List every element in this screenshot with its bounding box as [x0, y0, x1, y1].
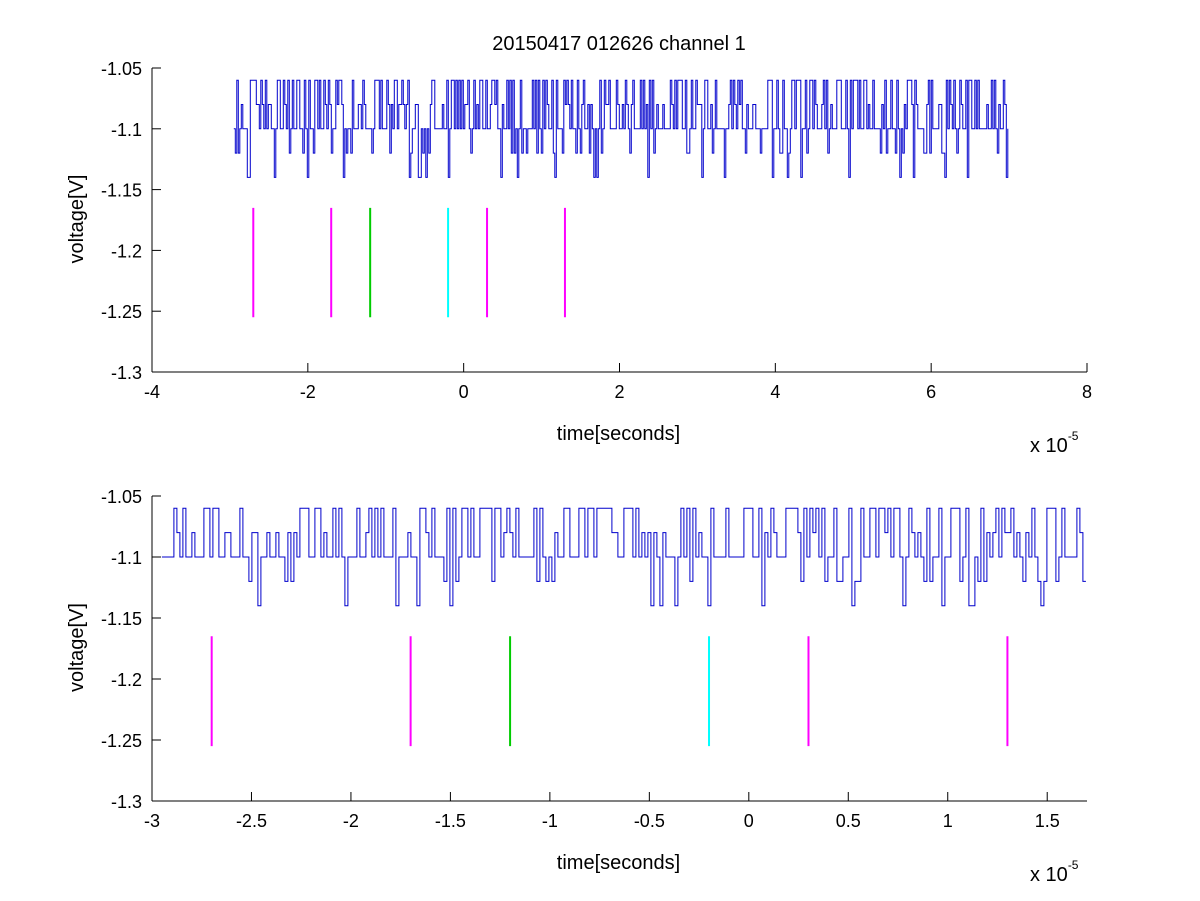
bottom-subplot: -3 -2.5 -2 -1.5 -1 -0.5 0 0.5 1 1.5 -1.3 -1.25 -1.2 -… — [66, 487, 1087, 886]
top-subplot: -4 -2 0 2 4 6 8 -1.3 -1.25 -1.2 -1.15 -1.1 -1.05 time… — [66, 59, 1092, 457]
x-tick-label: 1.5 — [1035, 811, 1060, 831]
x-tick-label: -1 — [542, 811, 558, 831]
y-tick-label: -1.3 — [111, 792, 142, 812]
x-multiplier-exponent: -5 — [1068, 858, 1079, 872]
y-tick-label: -1.25 — [101, 731, 142, 751]
x-multiplier-base: x 10 — [1030, 435, 1068, 457]
y-tick-label: -1.2 — [111, 241, 142, 261]
y-tick-label: -1.05 — [101, 487, 142, 507]
x-tick-label: -3 — [144, 811, 160, 831]
x-tick-label: 6 — [926, 382, 936, 402]
x-tick-label: 0.5 — [836, 811, 861, 831]
x-tick-label: 0 — [744, 811, 754, 831]
x-tick-label: -0.5 — [634, 811, 665, 831]
y-tick-label: -1.1 — [111, 548, 142, 568]
y-axis-label: voltage[V] — [66, 175, 88, 264]
x-tick-label: -2.5 — [236, 811, 267, 831]
y-tick-label: -1.3 — [111, 363, 142, 383]
x-tick-label: -4 — [144, 382, 160, 402]
x-axis-label: time[seconds] — [557, 423, 680, 445]
x-tick-label: -2 — [343, 811, 359, 831]
signal-trace — [233, 79, 1009, 178]
x-tick-label: 2 — [614, 382, 624, 402]
x-multiplier-exponent: -5 — [1068, 429, 1079, 443]
y-tick-label: -1.05 — [101, 59, 142, 79]
x-tick-label: 4 — [770, 382, 780, 402]
y-axis-label: voltage[V] — [66, 603, 88, 692]
y-tick-label: -1.15 — [101, 181, 142, 201]
x-multiplier-base: x 10 — [1030, 864, 1068, 886]
y-tick-label: -1.25 — [101, 302, 142, 322]
x-tick-label: -2 — [300, 382, 316, 402]
x-exponent-label: x 10-5 — [1030, 429, 1079, 457]
y-tick-label: -1.15 — [101, 609, 142, 629]
x-axis-label: time[seconds] — [557, 852, 680, 874]
x-exponent-label: x 10-5 — [1030, 858, 1079, 886]
y-tick-label: -1.2 — [111, 670, 142, 690]
chart-title: 20150417 012626 channel 1 — [492, 33, 746, 55]
x-tick-label: 0 — [459, 382, 469, 402]
x-tick-label: -1.5 — [435, 811, 466, 831]
x-tick-label: 1 — [943, 811, 953, 831]
y-tick-label: -1.1 — [111, 120, 142, 140]
x-tick-label: 8 — [1082, 382, 1092, 402]
signal-trace — [161, 507, 1086, 607]
